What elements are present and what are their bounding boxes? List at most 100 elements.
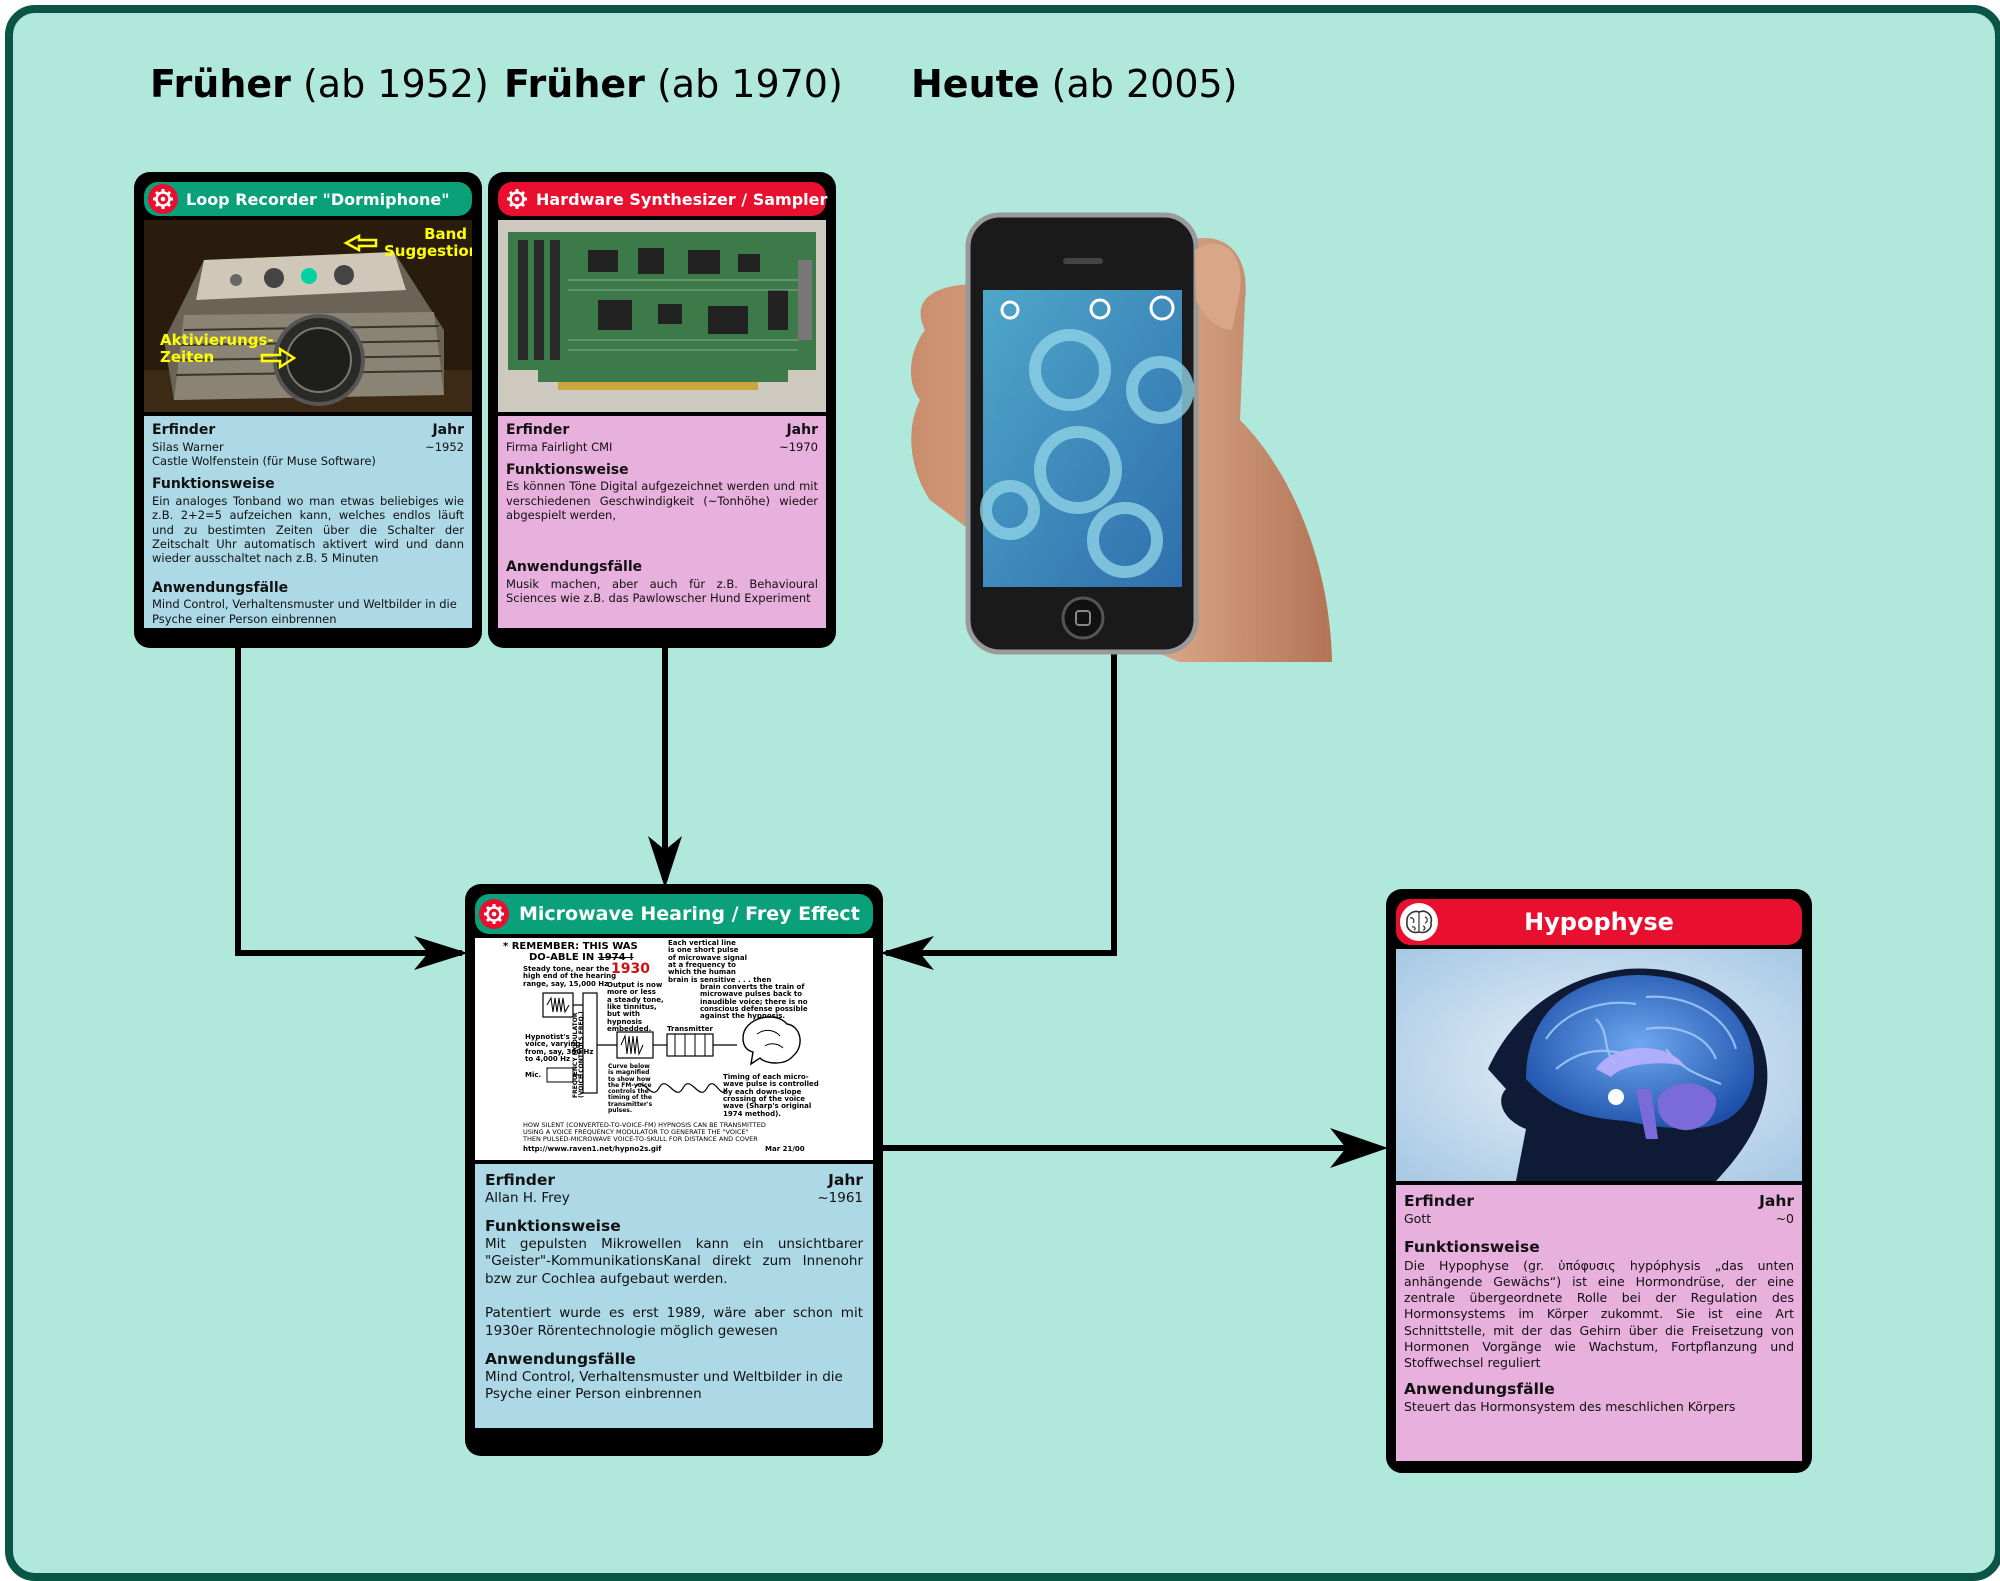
card-microwave-info: Erfinder Jahr Allan H. Frey ~1961 Funkti…: [475, 1164, 873, 1428]
jahr-label: Jahr: [1759, 1192, 1794, 1210]
arrow-microwave-to-hypophyse-head: [1330, 1128, 1388, 1168]
erfinder-value: Silas Warner Castle Wolfenstein (für Mus…: [152, 439, 376, 468]
circuit-board-drawing: [498, 220, 826, 412]
annotation-band: Band mit Suggestionen: [384, 225, 472, 261]
source-url: http://www.raven1.net/hypno2s.gif: [523, 1145, 662, 1153]
jahr-label: Jahr: [432, 422, 464, 438]
microwave-diagram-text: * REMEMBER: THIS WAS DO-ABLE IN 1974 ! 1…: [475, 938, 873, 1160]
arrow-dormiphone-to-microwave: [235, 645, 462, 956]
funktion-label: Funktionsweise: [152, 476, 275, 493]
anwendung-label: Anwendungsfälle: [485, 1349, 636, 1368]
anwendung-label: Anwendungsfälle: [1404, 1380, 1555, 1399]
heading-1970-bold: Früher: [504, 62, 645, 106]
gear-icon: [479, 899, 509, 929]
year-1930: 1930: [611, 961, 650, 977]
heading-1970-rest: (ab 1970): [644, 62, 843, 106]
anwendung-text: Steuert das Hormonsystem des meschlichen…: [1404, 1399, 1736, 1415]
card-hypophyse-titlebar: Hypophyse: [1396, 899, 1802, 945]
timing-text: Timing of each micro- wave pulse is cont…: [723, 1073, 819, 1118]
card-hypophyse-info: Erfinder Jahr Gott ~0 Funktionsweise Die…: [1396, 1185, 1802, 1461]
card-hypophyse: Hypophyse: [1386, 889, 1812, 1473]
erfinder-label: Erfinder: [152, 422, 216, 438]
card-dormiphone-title: Loop Recorder "Dormiphone": [186, 189, 450, 209]
heading-2005-bold: Heute: [911, 62, 1040, 106]
output-text: Output is now more or less a steady tone…: [607, 981, 664, 1034]
funktion-text: Ein analoges Tonband wo man etwas belieb…: [152, 493, 464, 566]
card-dormiphone: Loop Recorder "Dormiphone" Band mit Sugg…: [134, 172, 482, 648]
card-hypophyse-title: Hypophyse: [1524, 908, 1674, 936]
arrow-phone-to-microwave: [886, 645, 1117, 956]
brain-icon: [1400, 903, 1438, 941]
erfinder-label: Erfinder: [506, 422, 570, 438]
annotation-aktivierung: Aktivierungs- Zeiten: [160, 331, 274, 367]
erfinder-value: Firma Fairlight CMI: [506, 439, 613, 454]
funktion-text: Mit gepulsten Mikrowellen kann ein unsic…: [485, 1235, 863, 1287]
funktion-label: Funktionsweise: [506, 461, 629, 478]
heading-2005: Heute (ab 2005): [911, 62, 1238, 106]
card-microwave-value-row: Allan H. Frey ~1961: [485, 1190, 863, 1208]
card-hypophyse-value-row: Gott ~0: [1404, 1211, 1794, 1227]
thumb-shape: [1195, 243, 1241, 330]
year-struck: 1974 !: [597, 952, 634, 963]
card-synth-header-row: Erfinder Jahr: [506, 422, 818, 440]
vertical-line-text: Each vertical line is one short pulse of…: [668, 939, 772, 984]
heading-1952: Früher (ab 1952): [150, 62, 489, 106]
card-synth-value-row: Firma Fairlight CMI ~1970: [506, 440, 818, 454]
remember-text: * REMEMBER: THIS WAS: [503, 941, 638, 952]
jahr-value: ~1952: [425, 439, 464, 454]
dormiphone-photo: Band mit Suggestionen Aktivierungs- Zeit…: [144, 220, 472, 412]
diagram-date: Mar 21/00: [765, 1145, 805, 1153]
home-button-glyph: [1075, 610, 1091, 626]
anwendung-label: Anwendungsfälle: [506, 559, 643, 576]
dormiphone-drawing: [144, 220, 472, 412]
speaker-slot: [1063, 258, 1103, 264]
brain-drawing: [1396, 949, 1802, 1181]
funktion-label: Funktionsweise: [1404, 1238, 1540, 1257]
card-hypophyse-header-row: Erfinder Jahr: [1404, 1191, 1794, 1211]
anwendung-text: Mind Control, Verhaltensmuster und Weltb…: [152, 597, 457, 626]
erfinder-value: Allan H. Frey: [485, 1190, 570, 1207]
funktion-text: Es können Töne Digital aufgezeichnet wer…: [506, 479, 818, 523]
jahr-label: Jahr: [828, 1171, 863, 1189]
footer-text: HOW SILENT (CONVERTED-TO-VOICE-FM) HYPNO…: [523, 1121, 766, 1143]
doable-text: DO-ABLE IN 1974 !: [529, 952, 634, 963]
anwendung-text: Mind Control, Verhaltensmuster und Weltb…: [485, 1368, 843, 1403]
erfinder-label: Erfinder: [1404, 1192, 1475, 1210]
screen-back-icons: [1000, 295, 1175, 321]
card-dormiphone-header-row: Erfinder Jahr: [152, 422, 464, 440]
screen-gears: [980, 329, 1194, 578]
card-microwave-header-row: Erfinder Jahr: [485, 1170, 863, 1190]
microwave-diagram: * REMEMBER: THIS WAS DO-ABLE IN 1974 ! 1…: [475, 938, 873, 1160]
patent-text: Patentiert wurde es erst 1989, wäre aber…: [485, 1305, 863, 1340]
anwendung-label: Anwendungsfälle: [152, 579, 289, 596]
card-synth-titlebar: Hardware Synthesizer / Sampler: [498, 182, 828, 216]
heading-1970: Früher (ab 1970): [504, 62, 843, 106]
funktion-label: Funktionsweise: [485, 1216, 621, 1235]
jahr-value: ~1961: [817, 1190, 863, 1207]
brain-image: [1396, 949, 1802, 1181]
card-microwave-titlebar: Microwave Hearing / Frey Effect: [475, 894, 873, 934]
anwendung-text: Musik machen, aber auch für z.B. Behavio…: [506, 576, 818, 606]
heading-1952-bold: Früher: [150, 62, 291, 106]
heading-2005-rest: (ab 2005): [1039, 62, 1238, 106]
arrow-dormiphone-to-microwave-head: [414, 936, 468, 970]
erfinder-label: Erfinder: [485, 1171, 556, 1189]
home-button: [1061, 596, 1105, 640]
gear-icon: [148, 184, 178, 214]
gear-icon: [502, 184, 532, 214]
erfinder-value: Gott: [1404, 1211, 1432, 1227]
card-microwave-title: Microwave Hearing / Frey Effect: [519, 903, 860, 925]
card-dormiphone-info: Erfinder Jahr Silas Warner Castle Wolfen…: [144, 416, 472, 628]
card-synth-info: Erfinder Jahr Firma Fairlight CMI ~1970 …: [498, 416, 826, 628]
jahr-value: ~1970: [779, 439, 818, 454]
jahr-value: ~0: [1775, 1211, 1794, 1227]
card-synth-title: Hardware Synthesizer / Sampler: [536, 189, 828, 209]
card-dormiphone-titlebar: Loop Recorder "Dormiphone": [144, 182, 472, 216]
card-dormiphone-value-row: Silas Warner Castle Wolfenstein (für Mus…: [152, 440, 464, 469]
microwave-diagram-shapes: [542, 992, 801, 1094]
hypnotist-text: Hypnotist's voice, varying from, say, 30…: [525, 1033, 594, 1064]
steady-tone-text: Steady tone, near the high end of the he…: [523, 965, 617, 988]
